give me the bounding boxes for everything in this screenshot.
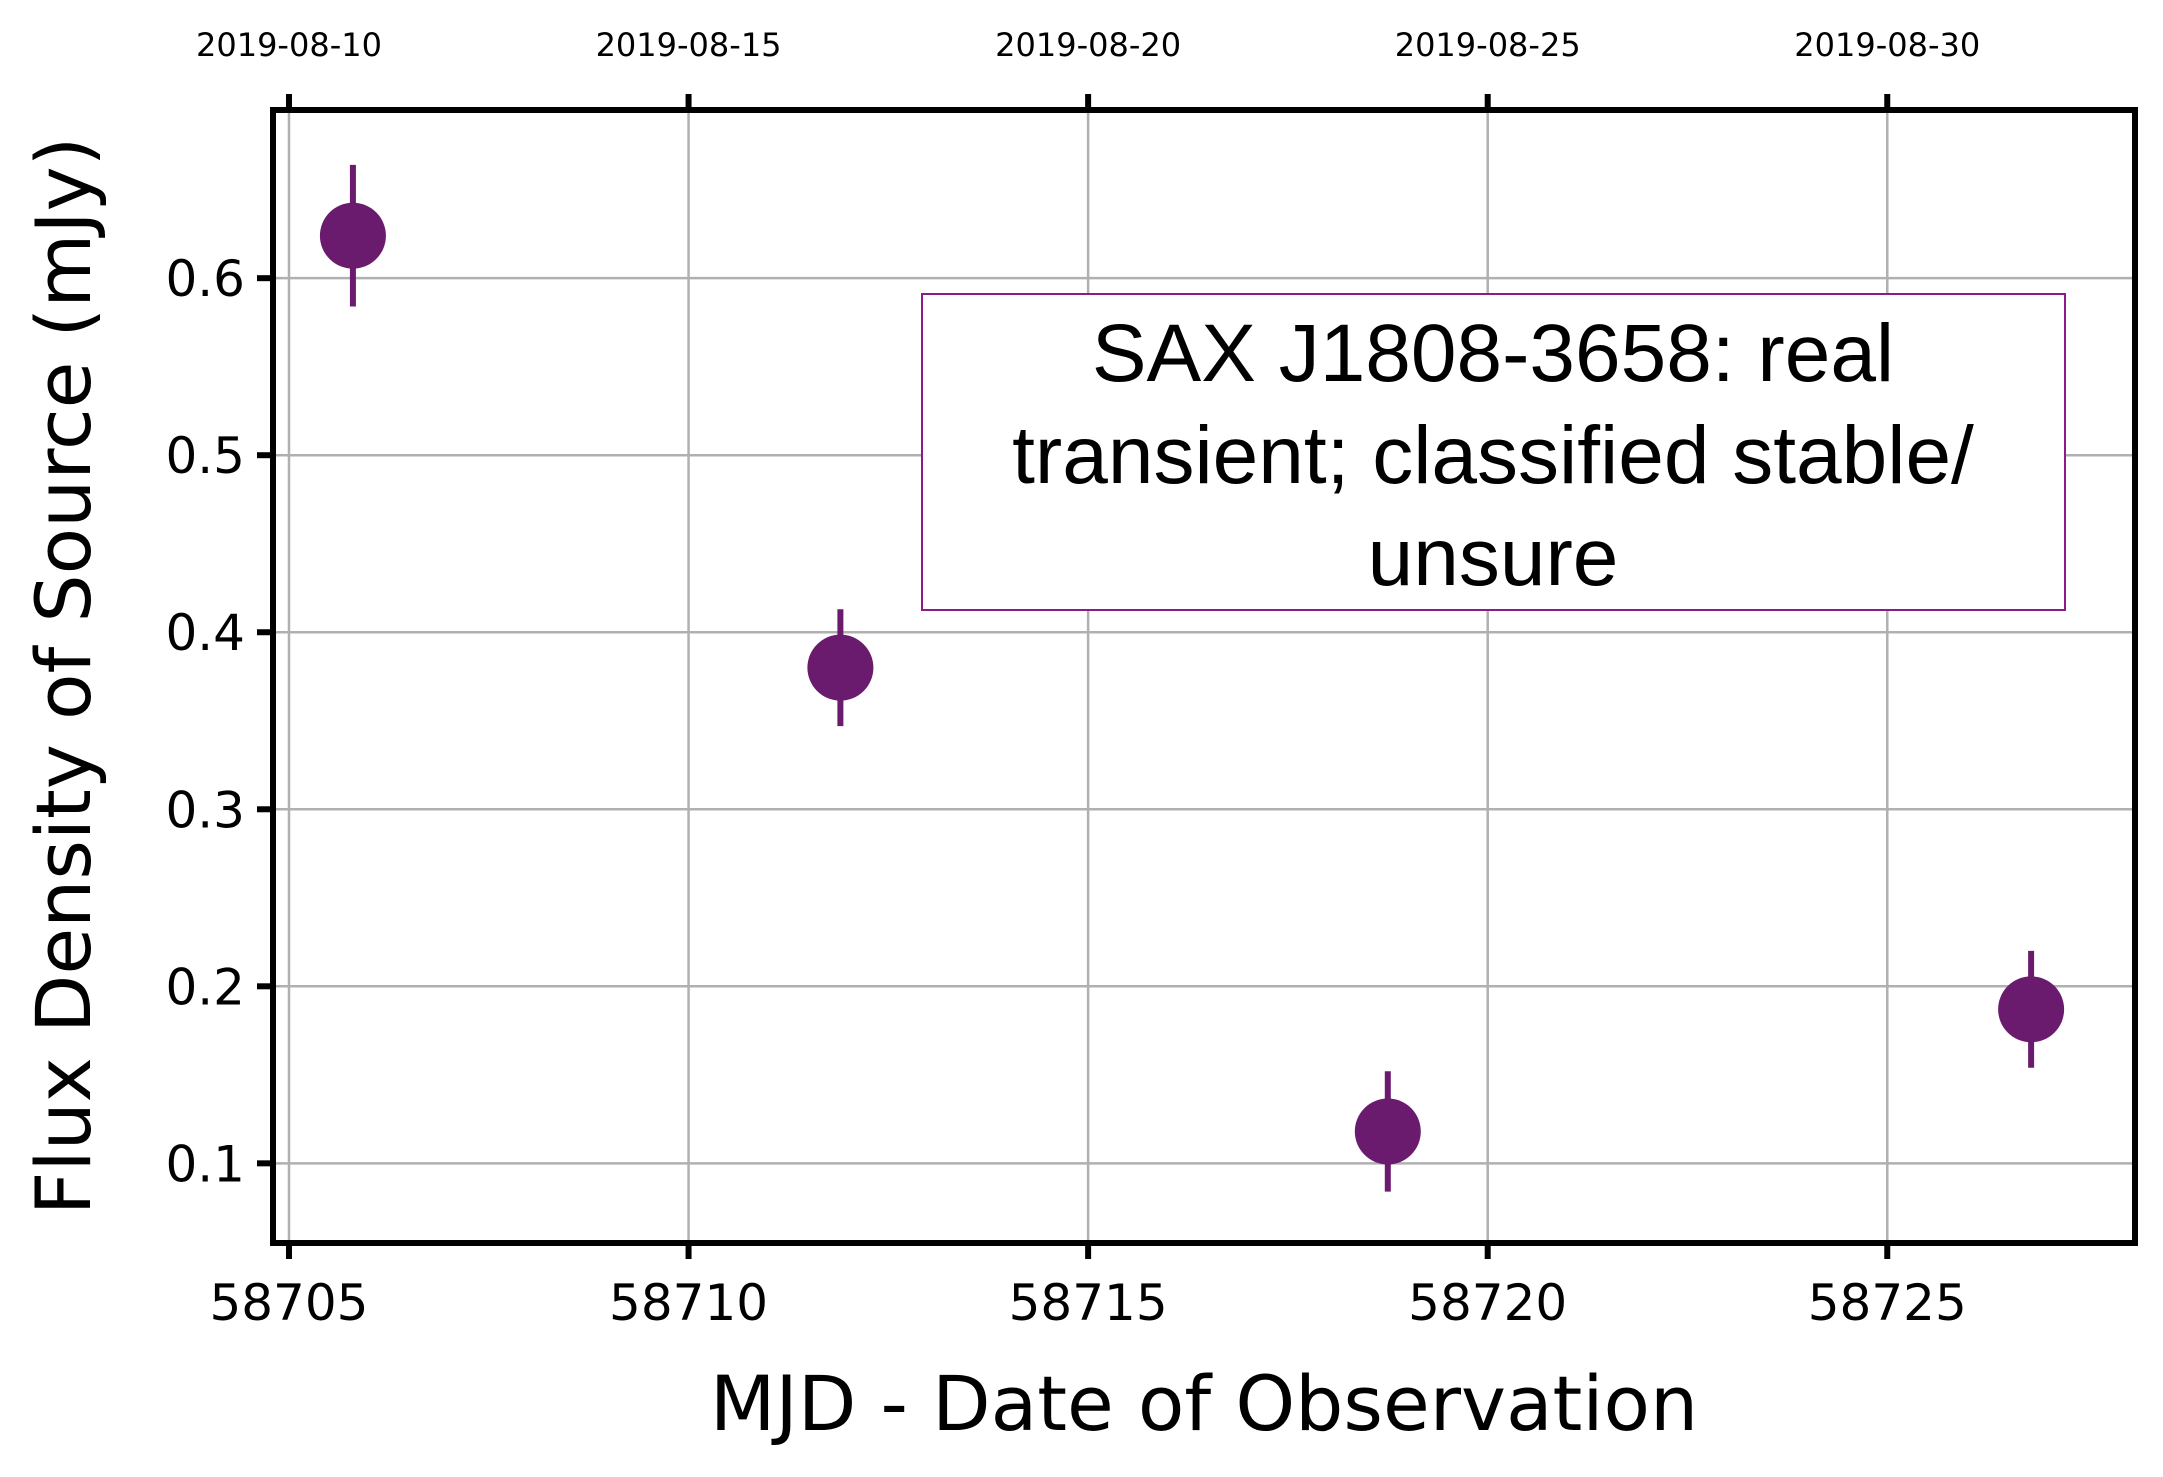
x-tick-label: 58705 <box>209 1274 368 1332</box>
axis-ticks: 58705 2019-08-10 58710 2019-08-15 58715 2019-… <box>165 26 1980 1332</box>
y-tick-label: 0.4 <box>165 604 245 662</box>
top-x-tick-label: 2019-08-25 <box>1395 26 1581 64</box>
annotation-line-2: transient; classified stable/ <box>1012 410 1974 501</box>
top-x-tick-label: 2019-08-20 <box>995 26 1181 64</box>
annotation-line-1: SAX J1808-3658: real <box>1092 308 1894 399</box>
top-x-tick-label: 2019-08-30 <box>1794 26 1980 64</box>
top-x-tick-label: 2019-08-10 <box>196 26 382 64</box>
annotation-box: SAX J1808-3658: real transient; classifi… <box>921 293 2066 611</box>
annotation-line-3: unsure <box>1368 512 1619 603</box>
y-tick-label: 0.1 <box>165 1135 245 1193</box>
x-tick-label: 58720 <box>1408 1274 1567 1332</box>
data-marks <box>319 164 2065 1192</box>
data-point <box>1354 1098 1421 1165</box>
x-axis-label: MJD - Date of Observation <box>710 1359 1698 1448</box>
annotation-frame <box>921 293 2066 611</box>
data-point <box>1998 976 2065 1043</box>
y-axis-label: Flux Density of Source (mJy) <box>19 137 108 1216</box>
y-tick-label: 0.6 <box>165 250 245 308</box>
top-x-tick-label: 2019-08-15 <box>596 26 782 64</box>
y-tick-label: 0.5 <box>165 427 245 485</box>
y-tick-label: 0.3 <box>165 781 245 839</box>
x-tick-label: 58710 <box>609 1274 768 1332</box>
x-tick-label: 58715 <box>1009 1274 1168 1332</box>
plot-frame <box>270 107 2138 1246</box>
data-point <box>807 634 874 701</box>
x-tick-label: 58725 <box>1808 1274 1967 1332</box>
data-point <box>319 202 386 269</box>
y-tick-label: 0.2 <box>165 958 245 1016</box>
